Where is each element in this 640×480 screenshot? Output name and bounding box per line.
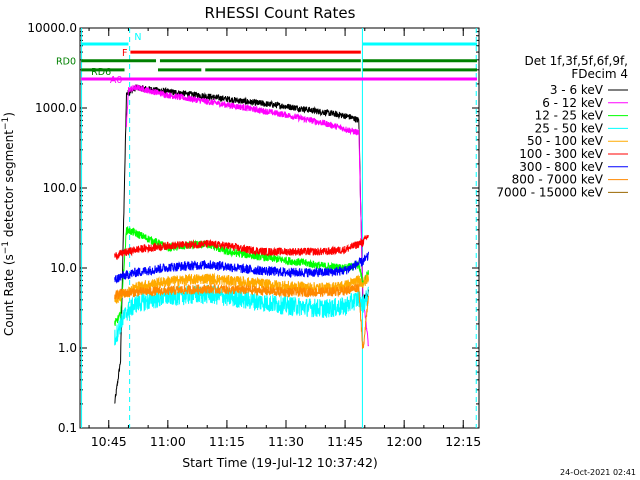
plot-frame (79, 27, 480, 429)
legend-entry-label: 50 - 100 keV (527, 134, 604, 148)
y-tick-label: 1.0 (58, 341, 77, 355)
legend: Det 1f,3f,5f,6f,9f, FDecim 4 3 - 6 keV6 … (496, 54, 628, 199)
series-line (114, 282, 369, 349)
legend-entry-label: 25 - 50 keV (535, 121, 604, 135)
state-label-f: F (122, 48, 127, 59)
series-line (114, 84, 369, 404)
y-axis-label-sup: −1 (1, 241, 11, 254)
state-label-n: N (134, 32, 141, 43)
x-tick-label: 11:45 (327, 434, 363, 449)
legend-entry-label: 800 - 7000 keV (512, 173, 604, 187)
series-line (114, 234, 369, 261)
x-tick-label: 11:30 (268, 434, 304, 449)
legend-entry-label: 6 - 12 keV (542, 96, 604, 110)
legend-entry-label: 300 - 800 keV (519, 160, 603, 174)
y-tick-label: 100.0 (43, 181, 77, 195)
footer-timestamp: 24-Oct-2021 02:41 (560, 468, 636, 477)
x-axis-label: Start Time (19-Jul-12 10:37:42) (182, 455, 378, 470)
series-line (114, 251, 369, 284)
chart-title: RHESSI Count Rates (205, 4, 356, 22)
legend-entry-label: 12 - 25 keV (535, 109, 604, 123)
x-tick-label: 12:15 (445, 434, 481, 449)
plot-area: 0.1 1.0 10.0 100.0 1000.0 10000.0 10:45 11:00 11… (27, 21, 481, 449)
x-tick-label: 11:00 (150, 434, 186, 449)
state-label-rd6: RD6 (91, 67, 111, 78)
x-tick-label: 10:45 (91, 434, 127, 449)
series-line (114, 226, 369, 326)
legend-entry-label: 7000 - 15000 keV (496, 185, 603, 199)
series-line (114, 284, 369, 346)
legend-entry-label: 100 - 300 keV (519, 147, 603, 161)
y-tick-label: 1000.0 (35, 101, 77, 115)
y-axis-label-sup2: −1 (1, 117, 11, 130)
state-label-a0: A0 (110, 75, 123, 86)
y-axis-label-main: Count Rate (s (2, 254, 16, 336)
y-tick-label: 0.1 (58, 421, 77, 435)
legend-header-line-2: FDecim 4 (571, 67, 628, 81)
y-axis-label-mid: detector segment (2, 130, 16, 241)
series-line (126, 84, 369, 347)
x-tick-label: 11:15 (209, 434, 245, 449)
legend-header-line-1: Det 1f,3f,5f,6f,9f, (524, 54, 628, 68)
y-tick-label: 10000.0 (27, 21, 77, 35)
y-tick-label: 10.0 (50, 261, 77, 275)
x-tick-label: 12:00 (386, 434, 422, 449)
legend-entry-label: 3 - 6 keV (550, 83, 604, 97)
state-label-rd0: RD0 (56, 57, 76, 68)
y-axis-label: Count Rate (s−1 detector segment−1) (1, 112, 16, 336)
y-axis-label-end: ) (2, 112, 16, 117)
